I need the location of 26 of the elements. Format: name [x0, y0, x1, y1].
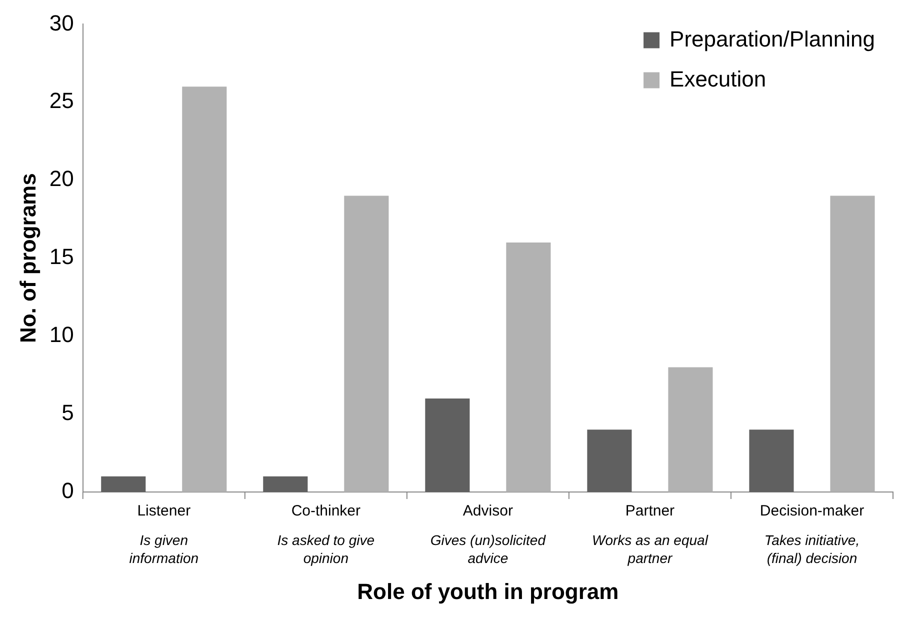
y-tick-label: 0	[62, 478, 74, 504]
y-tick-label: 15	[49, 244, 74, 270]
x-tick-label: Decision-maker Takes initiative, (final) decision	[760, 502, 864, 566]
y-tick-label: 25	[49, 88, 74, 114]
x-tick-label: Partner Works as an equal partner	[592, 502, 709, 566]
x-tick-label: Co-thinker Is asked to give opinion	[277, 502, 375, 566]
bar	[668, 367, 713, 492]
bar	[425, 398, 470, 492]
legend-label: Preparation/Planning	[670, 26, 876, 52]
bar	[101, 476, 146, 492]
y-tick-label: 30	[49, 10, 74, 36]
y-axis-title: No. of programs	[15, 173, 40, 344]
bar	[506, 242, 551, 492]
x-tick-label: Listener Is given information	[129, 502, 199, 566]
bar	[263, 476, 308, 492]
legend-label: Execution	[670, 66, 766, 92]
x-tick-label: Advisor Gives (un)solicited advice	[430, 502, 547, 566]
bar	[182, 86, 227, 492]
bar	[830, 196, 875, 492]
y-tick-label: 10	[49, 322, 74, 348]
y-tick-label: 20	[49, 166, 74, 192]
x-axis-title: Role of youth in program	[357, 579, 619, 604]
bar	[344, 196, 389, 492]
bar	[749, 430, 794, 492]
bar	[587, 430, 632, 492]
y-tick-label: 5	[62, 400, 74, 426]
